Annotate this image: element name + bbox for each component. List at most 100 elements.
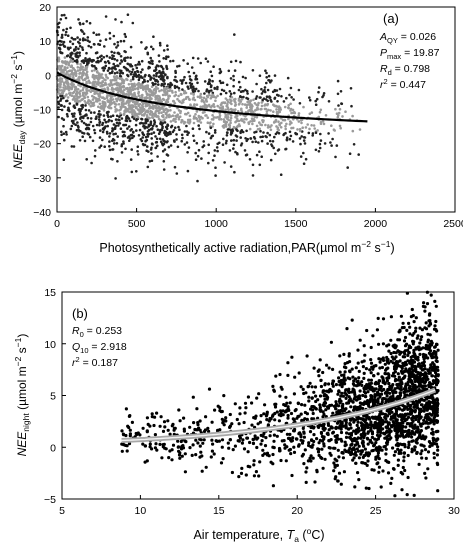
data-point [334,400,338,404]
data-point [119,75,123,78]
data-point [255,445,259,450]
data-point [366,437,370,441]
data-point [119,39,123,43]
data-point [436,489,440,493]
data-point [310,124,313,127]
data-point [317,425,321,429]
data-point [385,435,389,439]
data-point [200,99,204,103]
data-point [322,404,326,408]
data-point [322,428,326,432]
data-point [112,142,116,145]
data-point [272,388,276,392]
data-point [72,90,76,94]
data-point [99,144,103,147]
data-point [150,59,153,62]
data-point [423,380,427,384]
data-point [274,374,278,378]
data-point [165,127,169,131]
data-point [279,409,283,413]
data-point [125,68,129,72]
data-point [93,111,96,114]
data-point [360,441,364,445]
data-point [177,86,181,90]
data-point [273,120,276,124]
data-point [258,74,262,77]
data-point [146,132,149,136]
data-point [114,108,117,111]
data-point [127,107,130,111]
data-point [379,392,384,396]
data-point [351,114,354,118]
data-point [115,46,118,49]
data-point [118,62,122,65]
data-point [357,376,361,380]
data-point [115,142,119,145]
data-point [299,435,303,439]
data-point [361,393,365,398]
data-point [385,394,389,398]
data-point [139,138,143,141]
data-point [330,124,333,127]
data-point [289,134,293,138]
data-point [298,137,302,140]
data-point [414,414,419,418]
data-point [273,74,277,77]
data-point [102,56,106,59]
data-point [152,35,155,38]
data-point [151,47,155,51]
data-point [266,88,270,92]
data-point [381,342,385,346]
data-point [313,127,317,130]
data-point [118,84,121,88]
data-point [89,111,93,114]
data-point [338,419,342,423]
data-point [69,73,73,76]
data-point [336,392,340,396]
data-point [162,168,166,171]
data-point [150,76,153,80]
data-point [161,67,165,71]
data-point [214,166,217,169]
data-point [289,411,294,416]
data-point [200,469,204,473]
data-point [377,457,381,461]
data-point [396,463,400,467]
data-point [211,93,214,97]
data-point [342,409,347,413]
data-point [301,387,305,391]
data-point [324,408,328,412]
data-point [288,447,292,452]
data-point [192,71,196,75]
data-point [300,121,303,125]
data-point [362,371,366,375]
data-point [174,90,177,94]
data-point [434,439,438,443]
data-point [240,466,244,470]
data-point [202,140,205,143]
data-point [362,359,366,363]
data-point [173,165,177,169]
data-point [174,117,177,121]
data-point [67,92,71,95]
data-point [347,448,351,452]
data-point [89,58,93,62]
data-point [57,106,60,109]
data-point [191,395,195,399]
data-point [68,102,72,105]
data-point [112,123,116,126]
data-point [116,160,119,163]
data-point [135,170,138,173]
data-point [351,129,355,133]
data-point [225,134,229,137]
data-point [362,344,366,348]
data-point [149,123,152,127]
data-point [358,389,362,393]
data-point [102,114,106,117]
data-point [420,456,424,460]
data-point [207,161,210,165]
data-point [228,90,232,93]
